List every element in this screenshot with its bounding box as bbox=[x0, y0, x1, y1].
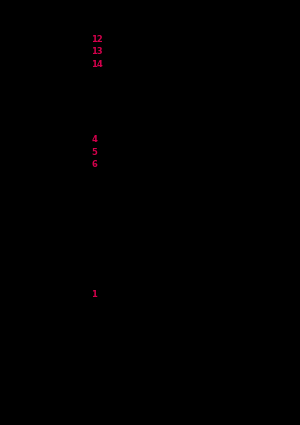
Text: 12: 12 bbox=[92, 34, 103, 44]
Text: 14: 14 bbox=[92, 60, 103, 69]
Text: 5: 5 bbox=[92, 147, 98, 157]
Text: 6: 6 bbox=[92, 160, 98, 170]
Text: 13: 13 bbox=[92, 47, 103, 57]
Text: 4: 4 bbox=[92, 135, 98, 144]
Text: 1: 1 bbox=[92, 289, 98, 299]
